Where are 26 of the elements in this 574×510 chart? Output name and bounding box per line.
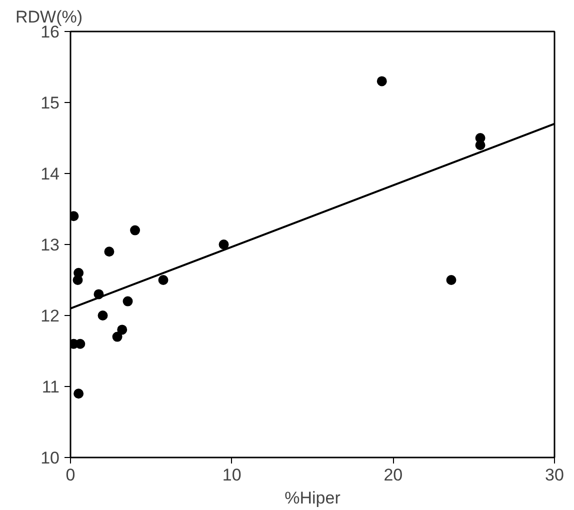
x-tick-label: 0 — [66, 466, 76, 484]
point — [218, 240, 229, 250]
y-tick-label: 12 — [40, 306, 60, 326]
y-axis-title: RDW(%) — [16, 8, 83, 26]
x-tick-label: 20 — [384, 466, 403, 484]
point — [446, 275, 456, 285]
point — [98, 310, 108, 320]
point — [122, 296, 133, 306]
y-tick-label: 15 — [40, 94, 60, 112]
x-axis-title: %Hiper — [284, 488, 341, 508]
point — [104, 246, 114, 257]
x-tick-label: 30 — [545, 466, 564, 484]
point — [376, 76, 387, 86]
point — [475, 140, 486, 150]
y-tick-label: 14 — [40, 164, 60, 184]
point — [158, 275, 168, 285]
y-tick-label: 11 — [42, 378, 60, 396]
point — [74, 388, 84, 399]
point — [72, 275, 83, 285]
point — [112, 332, 122, 342]
y-tick-label: 10 — [40, 448, 60, 468]
point — [75, 338, 86, 349]
x-tick-label: 10 — [222, 466, 242, 484]
y-tick-label: 13 — [40, 236, 60, 254]
point — [130, 225, 140, 236]
point — [117, 324, 128, 335]
